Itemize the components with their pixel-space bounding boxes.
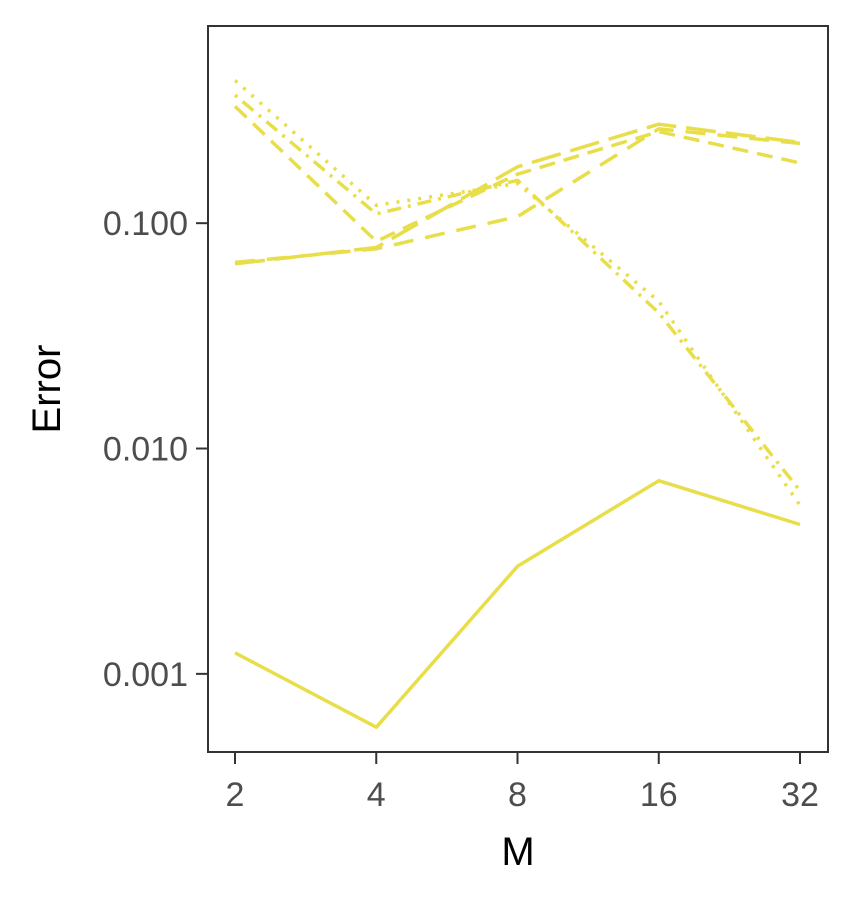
series-lines [233,79,802,729]
y-tick-label: 0.001 [103,656,188,694]
series-line-3 [234,122,801,266]
series-line-1 [234,478,801,729]
x-axis-title: M [501,830,534,874]
x-tick-label: 8 [508,776,527,814]
x-axis: 2 4 8 16 32 [226,752,819,814]
series-line-2 [233,105,801,244]
x-tick-label: 32 [781,776,819,814]
y-axis: 0.001 0.010 0.100 [103,205,208,694]
x-tick-label: 4 [367,776,386,814]
series-line-5 [233,79,802,507]
y-axis-title: Error [25,345,69,434]
y-tick-label: 0.100 [103,205,188,243]
x-tick-label: 2 [226,776,245,814]
y-tick-label: 0.010 [103,431,188,469]
x-tick-label: 16 [640,776,678,814]
series-line-6 [233,93,802,492]
